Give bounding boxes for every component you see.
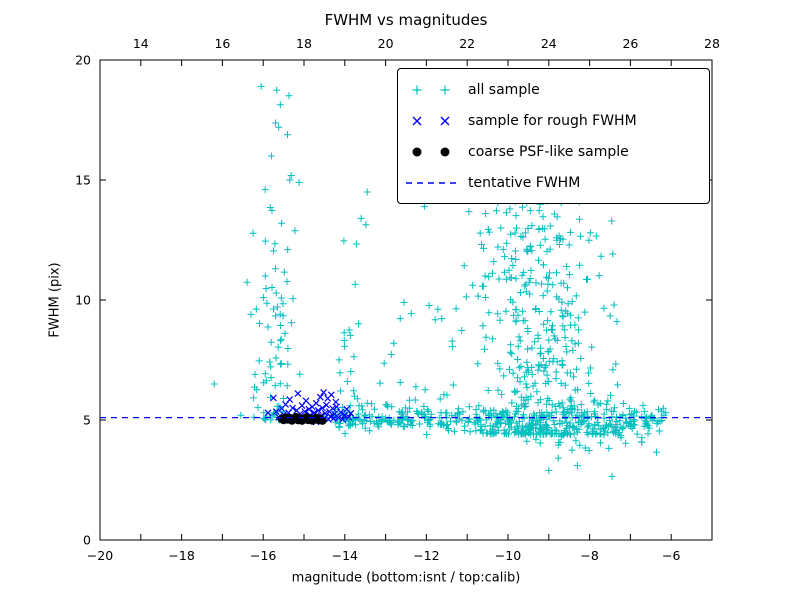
top-tick-label: 20 bbox=[378, 36, 394, 51]
top-tick-label: 24 bbox=[541, 36, 557, 51]
y-tick-label: 15 bbox=[75, 173, 91, 188]
legend-label: coarse PSF-like sample bbox=[468, 143, 629, 160]
top-tick-label: 28 bbox=[704, 36, 720, 51]
legend: all sample sample for rough FWHM coarse PS… bbox=[397, 68, 710, 204]
legend-marker-dashed-line bbox=[406, 181, 456, 184]
x-tick-label: −14 bbox=[332, 548, 358, 563]
top-tick-label: 22 bbox=[459, 36, 475, 51]
x-tick-label: −16 bbox=[250, 548, 276, 563]
top-tick-label: 16 bbox=[214, 36, 230, 51]
top-tick-label: 14 bbox=[133, 36, 149, 51]
psf-point bbox=[318, 416, 327, 425]
y-tick-label: 20 bbox=[75, 53, 91, 68]
y-axis-label: FWHM (pix) bbox=[47, 262, 63, 338]
x-tick-label: −12 bbox=[413, 548, 439, 563]
x-tick-label: −8 bbox=[580, 548, 598, 563]
x-tick-label: −10 bbox=[495, 548, 521, 563]
legend-entry: sample for rough FWHM bbox=[404, 105, 703, 136]
y-tick-label: 5 bbox=[83, 413, 91, 428]
chart-title: FWHM vs magnitudes bbox=[324, 11, 488, 29]
series-psf-like bbox=[277, 412, 327, 425]
y-tick-label: 0 bbox=[83, 533, 91, 548]
top-tick-label: 18 bbox=[296, 36, 312, 51]
legend-marker-circle bbox=[412, 147, 450, 156]
legend-entry: coarse PSF-like sample bbox=[404, 136, 703, 167]
legend-entry: all sample bbox=[404, 74, 703, 105]
legend-marker-+ bbox=[412, 85, 450, 94]
x-tick-label: −20 bbox=[87, 548, 113, 563]
legend-label: tentative FWHM bbox=[468, 174, 581, 191]
top-tick-label: 26 bbox=[622, 36, 638, 51]
x-tick-label: −6 bbox=[662, 548, 680, 563]
legend-label: all sample bbox=[468, 81, 540, 98]
x-axis-label: magnitude (bottom:isnt / top:calib) bbox=[291, 570, 521, 586]
legend-marker-x bbox=[412, 116, 450, 125]
axis-ticks bbox=[99, 59, 713, 541]
x-tick-label: −18 bbox=[168, 548, 194, 563]
legend-entry: tentative FWHM bbox=[404, 167, 703, 198]
legend-label: sample for rough FWHM bbox=[468, 112, 637, 129]
y-tick-label: 10 bbox=[75, 293, 91, 308]
